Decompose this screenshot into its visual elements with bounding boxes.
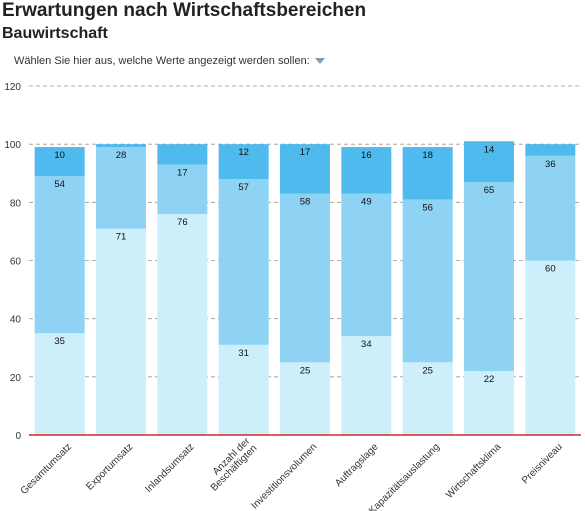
bar-segment xyxy=(280,144,330,194)
y-tick-label: 20 xyxy=(10,373,22,384)
data-label: 31 xyxy=(238,348,249,359)
value-selector-dropdown[interactable]: Wählen Sie hier aus, welche Werte angeze… xyxy=(14,55,325,67)
bar-segment xyxy=(341,336,392,435)
chevron-down-icon xyxy=(314,58,325,65)
y-tick-label: 100 xyxy=(4,140,21,151)
data-label: 17 xyxy=(177,168,188,179)
data-label: 36 xyxy=(545,159,556,170)
bar-segment xyxy=(218,179,269,345)
bar-segment xyxy=(280,193,330,363)
data-label: 16 xyxy=(361,150,372,161)
x-tick-label: Preisniveau xyxy=(520,442,565,487)
bar-segment xyxy=(525,155,576,261)
bar-segment xyxy=(280,362,330,435)
x-tick-label-line: Inlandsumsatz xyxy=(143,442,196,495)
x-tick-label: Investitionsvolumen xyxy=(249,442,319,511)
bar-segment xyxy=(96,147,146,229)
data-label: 71 xyxy=(116,232,127,243)
y-tick-label: 120 xyxy=(4,82,21,93)
data-label: 18 xyxy=(422,150,433,161)
bar-segment xyxy=(34,147,85,177)
x-tick-label-line: Investitionsvolumen xyxy=(249,442,319,511)
chart-subtitle: Bauwirtschaft xyxy=(2,25,108,42)
data-label: 28 xyxy=(116,150,127,161)
bar-segment xyxy=(218,144,269,180)
x-tick-label-line: Wirtschaftsklima xyxy=(444,441,504,501)
x-tick-label-line: Gesamtumsatz xyxy=(19,442,74,497)
data-label: 14 xyxy=(484,144,495,155)
data-label: 34 xyxy=(361,339,372,350)
data-label: 12 xyxy=(238,147,249,158)
x-tick-label-line: Auftragslage xyxy=(333,441,381,489)
bar-segment xyxy=(218,344,269,435)
x-tick-label: Exportumsatz xyxy=(84,442,135,493)
x-tick-label: Wirtschaftsklima xyxy=(444,441,504,501)
bar-segment xyxy=(96,144,146,148)
bar-segment xyxy=(402,199,453,363)
x-tick-label: Gesamtumsatz xyxy=(19,442,74,497)
bar-segment xyxy=(157,144,208,165)
bar-segment xyxy=(34,333,85,435)
bar-segment xyxy=(464,181,514,372)
data-label: 65 xyxy=(484,185,495,196)
data-label: 10 xyxy=(54,150,65,161)
bar-segment xyxy=(157,213,208,435)
data-label: 76 xyxy=(177,217,188,228)
bar-segment xyxy=(157,164,208,214)
bar-segment xyxy=(525,144,576,156)
bar-segment xyxy=(464,371,514,435)
data-label: 17 xyxy=(300,147,311,158)
data-label: 25 xyxy=(422,365,433,376)
bar-segment xyxy=(96,228,146,435)
data-label: 57 xyxy=(238,182,249,193)
bar-segment xyxy=(341,193,392,337)
x-tick-label: Anzahl derBeschäftigten xyxy=(202,435,260,493)
y-tick-label: 40 xyxy=(10,315,22,326)
x-tick-label-line: Kapazitätsauslastung xyxy=(367,442,442,511)
data-label: 58 xyxy=(300,197,311,208)
x-tick-label-line: Preisniveau xyxy=(520,442,565,487)
data-label: 25 xyxy=(300,365,311,376)
x-tick-label: Auftragslage xyxy=(333,441,381,489)
bar-segment xyxy=(464,141,514,182)
bar-segment xyxy=(34,176,85,334)
data-label: 54 xyxy=(54,179,65,190)
x-tick-label: Inlandsumsatz xyxy=(143,442,196,495)
y-tick-label: 60 xyxy=(10,257,22,268)
y-tick-label: 0 xyxy=(15,431,21,442)
value-selector-label: Wählen Sie hier aus, welche Werte angeze… xyxy=(14,55,310,67)
data-label: 49 xyxy=(361,197,372,208)
data-label: 22 xyxy=(484,374,495,385)
bar-segment xyxy=(402,147,453,200)
bar-segment xyxy=(525,260,576,435)
chart-title: Erwartungen nach Wirtschaftsbereichen xyxy=(2,0,367,21)
data-label: 35 xyxy=(54,336,65,347)
bar-segment xyxy=(402,362,453,435)
data-label: 60 xyxy=(545,264,556,275)
x-tick-label: Kapazitätsauslastung xyxy=(367,442,442,511)
data-label: 56 xyxy=(422,202,433,213)
bar-segment xyxy=(341,147,392,194)
y-tick-label: 80 xyxy=(10,198,22,209)
x-tick-label-line: Exportumsatz xyxy=(84,442,135,493)
